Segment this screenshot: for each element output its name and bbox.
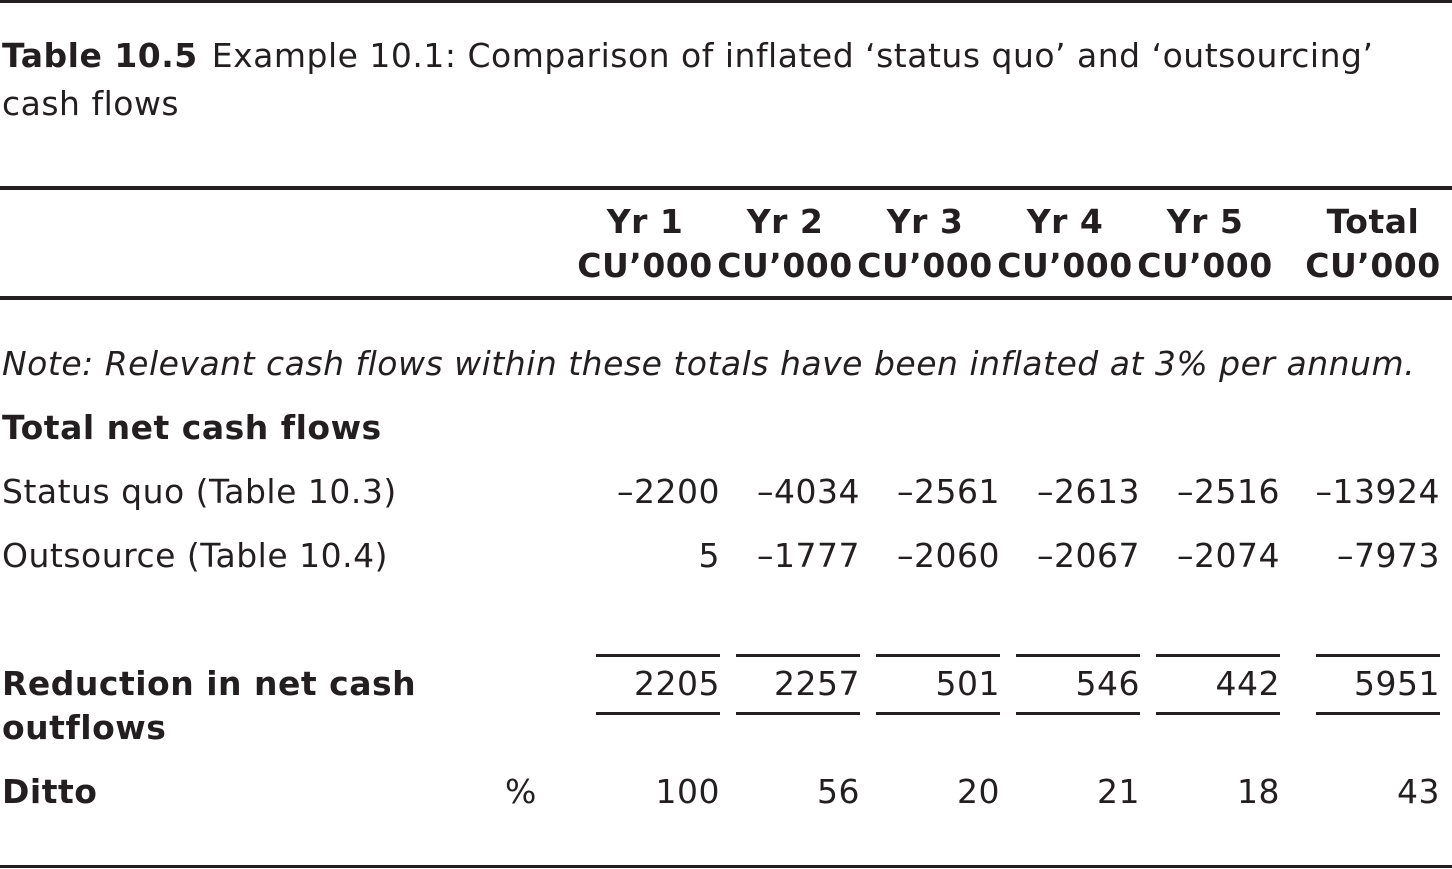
reduction-cell: 546 <box>1075 664 1140 703</box>
table-note: Note: Relevant cash flows within these t… <box>2 344 1416 383</box>
table-cell: –4034 <box>757 472 860 511</box>
row-label-reduction-line1: Reduction in net cash <box>2 664 417 703</box>
table-cell: –2613 <box>1037 472 1140 511</box>
table-cell: –7973 <box>1337 536 1440 575</box>
total-underline <box>1316 712 1440 715</box>
header-top-rule <box>0 186 1452 190</box>
column-header-year: Yr 4 <box>1026 202 1104 241</box>
total-underline <box>1156 712 1280 715</box>
reduction-cell: 501 <box>935 664 1000 703</box>
ditto-cell: 18 <box>1237 772 1280 811</box>
bottom-rule <box>0 865 1452 868</box>
reduction-cell: 442 <box>1215 664 1280 703</box>
reduction-cell: 2257 <box>774 664 860 703</box>
column-header-unit: CU’000 <box>1305 246 1441 285</box>
total-overline <box>596 654 720 657</box>
table-title: Example 10.1: Comparison of inflated ‘st… <box>2 36 1374 123</box>
total-overline <box>736 654 860 657</box>
ditto-unit: % <box>505 772 537 811</box>
column-header-unit: CU’000 <box>717 246 853 285</box>
row-label-outsource: Outsource (Table 10.4) <box>2 536 388 575</box>
column-header-unit: CU’000 <box>997 246 1133 285</box>
column-header-year: Total <box>1326 202 1420 241</box>
total-overline <box>876 654 1000 657</box>
table-caption: Table 10.5 Example 10.1: Comparison of in… <box>2 32 1442 128</box>
table-cell: –2067 <box>1037 536 1140 575</box>
reduction-cell: 2205 <box>634 664 720 703</box>
total-overline <box>1156 654 1280 657</box>
column-header-unit: CU’000 <box>1137 246 1273 285</box>
ditto-cell: 56 <box>817 772 860 811</box>
column-header-unit: CU’000 <box>577 246 713 285</box>
column-header-year: Yr 2 <box>746 202 824 241</box>
total-underline <box>876 712 1000 715</box>
header-bottom-rule <box>0 296 1452 300</box>
column-header-unit: CU’000 <box>857 246 993 285</box>
table-cell: –13924 <box>1315 472 1440 511</box>
column-header-year: Yr 1 <box>606 202 684 241</box>
top-rule <box>0 0 1452 3</box>
table-cell: –1777 <box>757 536 860 575</box>
total-underline <box>596 712 720 715</box>
table-cell: –2074 <box>1177 536 1280 575</box>
table-number: Table 10.5 <box>2 36 198 75</box>
ditto-cell: 21 <box>1097 772 1140 811</box>
table-cell: –2516 <box>1177 472 1280 511</box>
ditto-cell: 43 <box>1397 772 1440 811</box>
table-cell: 5 <box>698 536 720 575</box>
total-overline <box>1316 654 1440 657</box>
reduction-cell: 5951 <box>1354 664 1440 703</box>
column-header-year: Yr 5 <box>1166 202 1244 241</box>
total-underline <box>1016 712 1140 715</box>
table-cell: –2060 <box>897 536 1000 575</box>
row-label-ditto: Ditto <box>2 772 98 811</box>
total-underline <box>736 712 860 715</box>
ditto-cell: 100 <box>655 772 720 811</box>
table-cell: –2200 <box>617 472 720 511</box>
ditto-cell: 20 <box>957 772 1000 811</box>
section-heading: Total net cash flows <box>2 408 382 447</box>
total-overline <box>1016 654 1140 657</box>
row-label-reduction-line2: outflows <box>2 708 167 747</box>
row-label-status-quo: Status quo (Table 10.3) <box>2 472 397 511</box>
column-header-year: Yr 3 <box>886 202 964 241</box>
table-cell: –2561 <box>897 472 1000 511</box>
